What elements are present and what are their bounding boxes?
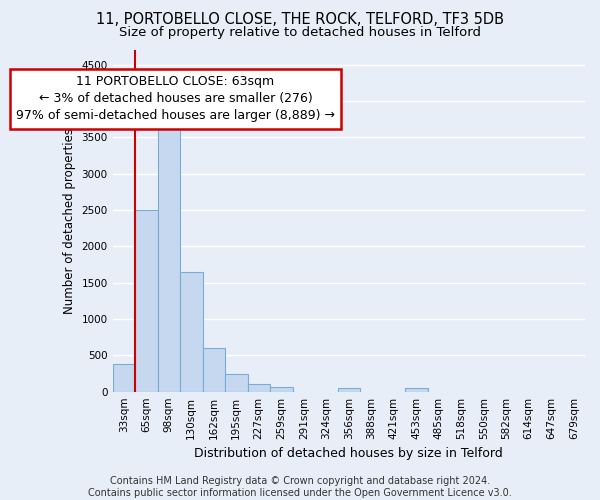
X-axis label: Distribution of detached houses by size in Telford: Distribution of detached houses by size … bbox=[194, 447, 503, 460]
Bar bbox=[135, 210, 157, 392]
Bar bbox=[203, 348, 225, 392]
Bar bbox=[248, 384, 270, 392]
Y-axis label: Number of detached properties: Number of detached properties bbox=[63, 128, 76, 314]
Bar bbox=[157, 122, 180, 392]
Text: 11, PORTOBELLO CLOSE, THE ROCK, TELFORD, TF3 5DB: 11, PORTOBELLO CLOSE, THE ROCK, TELFORD,… bbox=[96, 12, 504, 28]
Text: 11 PORTOBELLO CLOSE: 63sqm
← 3% of detached houses are smaller (276)
97% of semi: 11 PORTOBELLO CLOSE: 63sqm ← 3% of detac… bbox=[16, 76, 335, 122]
Bar bbox=[405, 388, 427, 392]
Bar bbox=[270, 388, 293, 392]
Bar bbox=[225, 374, 248, 392]
Bar bbox=[180, 272, 203, 392]
Text: Size of property relative to detached houses in Telford: Size of property relative to detached ho… bbox=[119, 26, 481, 39]
Bar bbox=[113, 364, 135, 392]
Text: Contains HM Land Registry data © Crown copyright and database right 2024.
Contai: Contains HM Land Registry data © Crown c… bbox=[88, 476, 512, 498]
Bar bbox=[337, 388, 360, 392]
